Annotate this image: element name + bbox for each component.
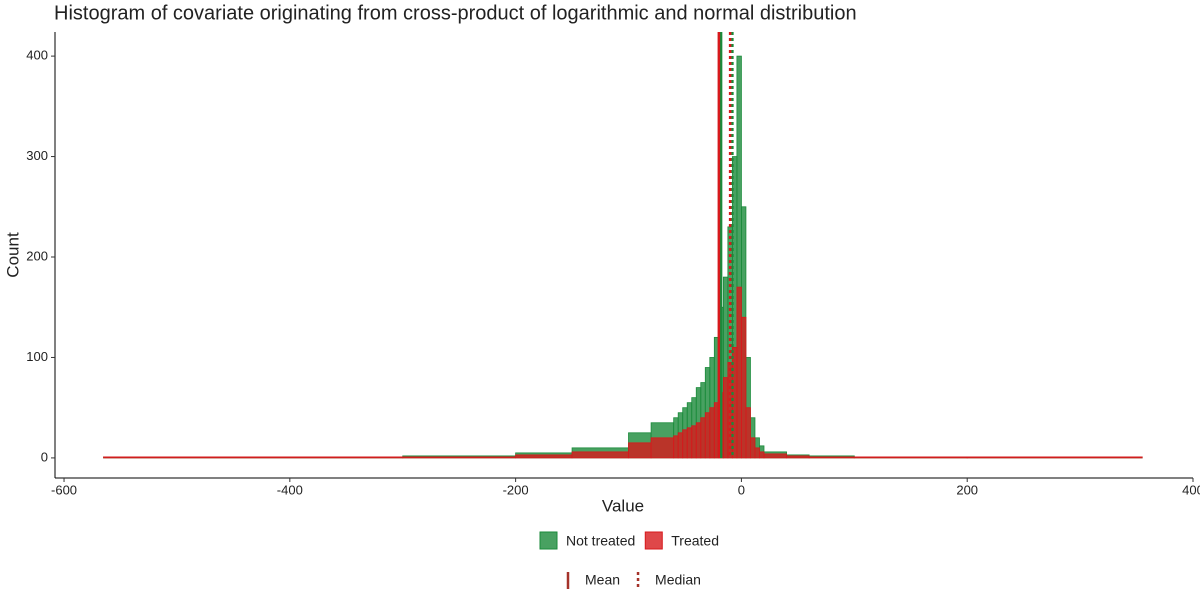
bar	[853, 456, 968, 459]
bar	[750, 437, 756, 459]
bar	[736, 286, 742, 459]
x-tick-label: -600	[51, 482, 77, 497]
bar	[677, 432, 684, 459]
legend-swatch	[539, 531, 558, 550]
bar	[402, 456, 517, 459]
bar	[722, 377, 729, 459]
x-tick-label: -400	[277, 482, 303, 497]
bar	[571, 451, 629, 459]
bar	[686, 427, 693, 459]
x-tick-label: -200	[503, 482, 529, 497]
bar	[704, 412, 711, 459]
x-tick-label: 0	[738, 482, 745, 497]
chart-title: Histogram of covariate originating from …	[54, 2, 857, 24]
legend-swatch	[644, 531, 663, 550]
bar	[695, 422, 702, 459]
legend-label: Treated	[671, 533, 719, 549]
bar	[709, 407, 715, 459]
bar	[741, 316, 747, 459]
bar	[691, 425, 697, 459]
bar	[786, 455, 810, 459]
bar	[966, 456, 1143, 459]
y-tick-label: 100	[26, 349, 48, 364]
x-tick-label: 400	[1182, 482, 1200, 497]
legend-label: Not treated	[566, 533, 635, 549]
bar	[763, 453, 787, 459]
bar	[808, 456, 855, 459]
bar	[515, 454, 573, 459]
y-tick-label: 400	[26, 48, 48, 63]
y-axis-label: Count	[3, 232, 22, 278]
legend-label: Median	[655, 572, 701, 588]
bar	[759, 451, 765, 459]
x-tick-label: 200	[956, 482, 978, 497]
y-tick-label: 0	[41, 449, 48, 464]
bar	[754, 447, 760, 459]
bar	[745, 407, 751, 459]
x-axis-label: Value	[602, 496, 644, 515]
bar	[700, 417, 706, 459]
bar	[628, 442, 652, 459]
bar	[650, 437, 675, 459]
bar	[682, 429, 688, 459]
bar	[103, 456, 404, 459]
y-tick-label: 300	[26, 148, 48, 163]
bar	[673, 435, 679, 459]
y-tick-label: 200	[26, 248, 48, 263]
legend-label: Mean	[585, 572, 620, 588]
